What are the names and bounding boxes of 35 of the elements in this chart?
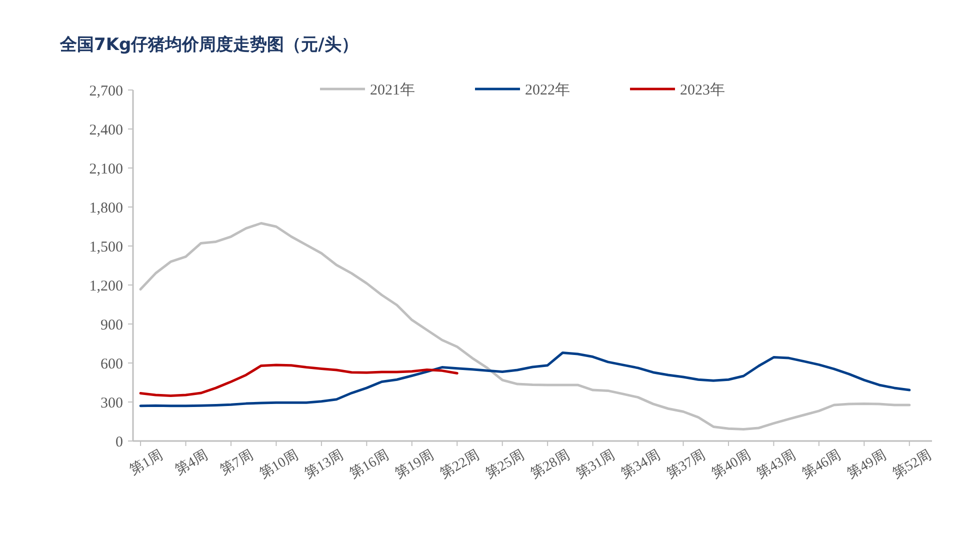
x-tick-label: 第28周	[528, 447, 572, 482]
x-tick-label: 第46周	[799, 447, 844, 482]
x-tick-label: 第7周	[218, 447, 256, 478]
x-tick-label: 第16周	[347, 447, 392, 482]
x-tick-label: 第43周	[754, 447, 799, 482]
y-tick-label: 1,800	[89, 200, 123, 216]
y-tick-label: 2,700	[89, 83, 123, 100]
x-tick-label: 第52周	[890, 447, 934, 482]
x-tick-label: 第37周	[664, 447, 708, 482]
y-tick-label: 1,200	[89, 278, 123, 294]
legend-label: 2022年	[525, 81, 570, 98]
x-tick-label: 第25周	[482, 447, 528, 482]
x-tick-label: 第22周	[438, 447, 482, 482]
x-tick-label: 第49周	[844, 447, 890, 482]
y-tick-label: 900	[100, 317, 123, 334]
y-tick-label: 2,100	[89, 161, 123, 178]
y-tick-label: 1,500	[89, 239, 123, 256]
x-tick-label: 第19周	[392, 447, 437, 482]
x-tick-label: 第10周	[256, 447, 302, 482]
line-series	[139, 364, 458, 398]
chart-title: 全国7Kg仔猪均价周度走势图（元/头）	[59, 35, 358, 55]
legend-label: 2023年	[680, 81, 725, 98]
x-tick-label: 第40周	[709, 447, 754, 482]
y-tick-label: 300	[100, 395, 123, 412]
x-tick-label: 第4周	[172, 447, 211, 478]
x-tick-label: 第1周	[127, 447, 166, 478]
y-tick-label: 2,400	[89, 122, 123, 138]
x-tick-label: 第34周	[618, 447, 663, 482]
y-tick-label: 0	[116, 434, 123, 450]
y-tick-label: 600	[100, 356, 123, 372]
x-tick-label: 第13周	[302, 447, 346, 482]
x-tick-label: 第31周	[573, 447, 618, 482]
line-series	[139, 222, 911, 431]
line-series	[139, 351, 911, 408]
legend-label: 2021年	[370, 81, 415, 98]
